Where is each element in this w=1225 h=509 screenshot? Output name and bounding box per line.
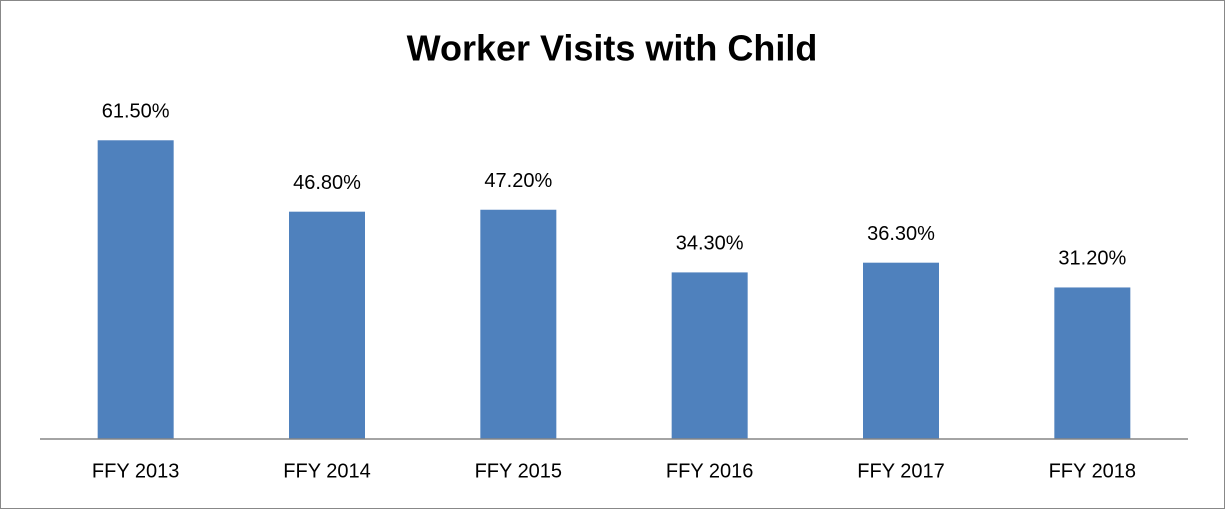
data-label: 36.30% xyxy=(867,223,935,245)
data-label: 46.80% xyxy=(293,172,361,194)
x-tick-label: FFY 2016 xyxy=(666,460,753,482)
bar xyxy=(671,272,748,439)
bar xyxy=(97,140,174,440)
bar xyxy=(289,211,365,439)
data-label: 34.30% xyxy=(676,233,744,255)
x-tick-label: FFY 2017 xyxy=(857,460,944,482)
x-tick-label: FFY 2013 xyxy=(92,460,179,482)
bar xyxy=(480,209,557,439)
data-label: 31.20% xyxy=(1058,248,1126,270)
bar xyxy=(1054,287,1131,439)
bar xyxy=(863,262,939,439)
x-tick-label: FFY 2014 xyxy=(283,460,370,482)
data-label: 61.50% xyxy=(102,101,170,123)
x-tick-label: FFY 2015 xyxy=(475,460,562,482)
x-tick-label: FFY 2018 xyxy=(1049,460,1136,482)
data-label: 47.20% xyxy=(484,170,552,192)
chart-title: Worker Visits with Child xyxy=(407,28,818,69)
